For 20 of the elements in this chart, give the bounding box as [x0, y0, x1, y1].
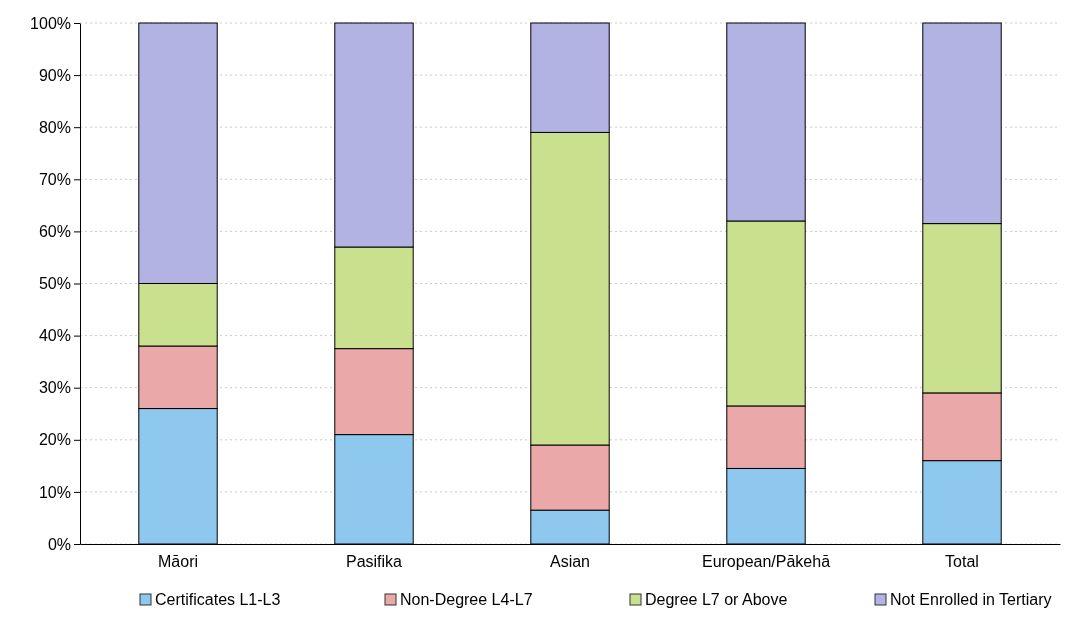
x-tick-label: Total: [945, 553, 979, 571]
legend-label: Non-Degree L4-L7: [400, 591, 533, 608]
legend-label: Not Enrolled in Tertiary: [890, 591, 1052, 608]
x-tick-label: Pasifika: [345, 553, 403, 571]
y-tick-label: 0%: [47, 535, 71, 553]
y-tick-label: 80%: [38, 118, 71, 136]
y-tick-label: 70%: [38, 170, 71, 188]
y-tick-label: 100%: [30, 14, 71, 32]
y-tick-label: 20%: [38, 431, 71, 449]
y-tick-label: 50%: [38, 275, 71, 293]
y-tick-label: 90%: [38, 66, 71, 84]
y-tick-label: 30%: [38, 379, 71, 397]
y-tick-label: 40%: [38, 327, 71, 345]
y-tick-label: 60%: [38, 223, 71, 241]
x-tick-label: Māori: [157, 553, 199, 571]
legend-label: Certificates L1-L3: [155, 591, 281, 608]
x-tick-label: European/Pākehā: [701, 553, 831, 571]
x-tick-label: Asian: [549, 553, 591, 571]
y-tick-label: 10%: [38, 483, 71, 501]
legend-label: Degree L7 or Above: [645, 591, 788, 608]
